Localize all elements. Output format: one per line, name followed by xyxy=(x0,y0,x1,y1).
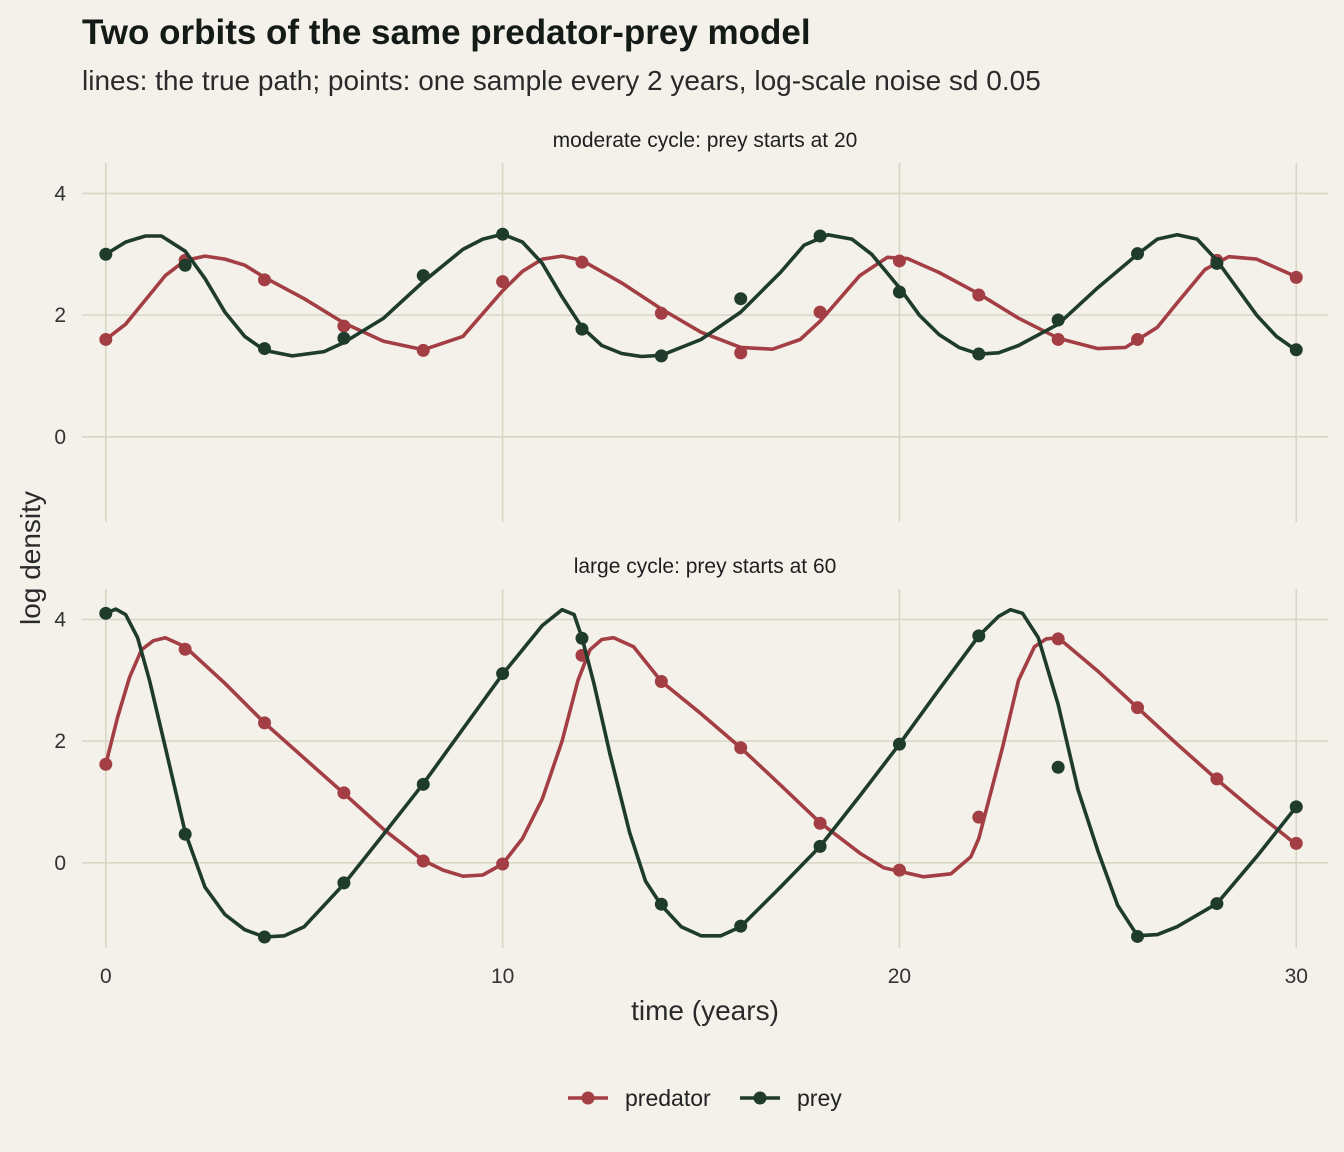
predator-point xyxy=(734,346,748,360)
prey-line xyxy=(104,607,1299,939)
x-tick-label: 10 xyxy=(491,965,514,988)
prey-point xyxy=(1210,897,1224,911)
predator-point xyxy=(416,343,430,357)
prey-point xyxy=(416,777,430,791)
prey-point xyxy=(258,930,272,944)
prey-point xyxy=(1131,929,1145,943)
prey-point xyxy=(972,347,986,361)
predator-point xyxy=(654,306,668,320)
predator-point xyxy=(1289,836,1303,850)
legend-key-point xyxy=(581,1091,595,1105)
prey-point xyxy=(892,285,906,299)
prey-point xyxy=(734,919,748,933)
prey-point xyxy=(654,349,668,363)
legend: predator prey xyxy=(568,1085,842,1111)
predator-point xyxy=(972,288,986,302)
facet-strip-large: large cycle: prey starts at 60 xyxy=(574,555,837,578)
predator-point xyxy=(178,642,192,656)
y-tick-label: 2 xyxy=(54,730,66,753)
prey-point xyxy=(337,331,351,345)
prey-point xyxy=(813,229,827,243)
y-tick-label: 4 xyxy=(54,608,66,631)
predator-point xyxy=(1289,270,1303,284)
predator-point xyxy=(99,332,113,346)
predator-point xyxy=(734,741,748,755)
predator-point xyxy=(99,757,113,771)
prey-point xyxy=(575,631,589,645)
predator-point xyxy=(337,786,351,800)
y-tick-label: 4 xyxy=(54,182,66,205)
y-tick-label: 0 xyxy=(54,426,66,449)
predator-point xyxy=(654,674,668,688)
prey-point xyxy=(258,342,272,356)
prey-point xyxy=(734,292,748,306)
predator-point xyxy=(337,319,351,333)
prey-point xyxy=(654,897,668,911)
panel-large-cycle: 0 2 4 xyxy=(54,589,1328,948)
x-axis-ticks: 0 10 20 30 xyxy=(100,965,1308,988)
predator-point xyxy=(972,810,986,824)
prey-point xyxy=(1289,800,1303,814)
predator-point xyxy=(1131,332,1145,346)
prey-point xyxy=(1051,313,1065,327)
legend-label-predator: predator xyxy=(625,1085,711,1111)
y-tick-label: 2 xyxy=(54,304,66,327)
prey-point xyxy=(813,839,827,853)
predator-point xyxy=(892,254,906,268)
prey-point xyxy=(496,667,510,681)
predator-point xyxy=(496,275,510,289)
predator-point xyxy=(1051,632,1065,646)
y-tick-label: 0 xyxy=(54,852,66,875)
prey-point xyxy=(178,827,192,841)
prey-point xyxy=(337,876,351,890)
prey-point xyxy=(972,629,986,643)
legend-key-point xyxy=(753,1091,767,1105)
predator-point xyxy=(813,816,827,830)
predator-point xyxy=(1051,332,1065,346)
prey-point xyxy=(1131,247,1145,261)
facet-strip-moderate: moderate cycle: prey starts at 20 xyxy=(553,129,858,152)
predator-point xyxy=(258,716,272,730)
predator-point xyxy=(1131,701,1145,715)
prey-point xyxy=(178,258,192,272)
prey-point xyxy=(892,737,906,751)
predator-point xyxy=(892,863,906,877)
predator-point xyxy=(813,305,827,319)
prey-point xyxy=(99,247,113,261)
chart-title: Two orbits of the same predator-prey mod… xyxy=(82,13,811,52)
predator-point xyxy=(1210,772,1224,786)
predator-line xyxy=(104,635,1299,879)
chart-subtitle: lines: the true path; points: one sample… xyxy=(82,65,1041,96)
predator-point xyxy=(496,857,510,871)
legend-label-prey: prey xyxy=(797,1085,842,1111)
prey-point xyxy=(1051,760,1065,774)
prey-line xyxy=(104,232,1299,359)
prey-point xyxy=(416,269,430,283)
prey-point xyxy=(1210,256,1224,270)
prey-point xyxy=(496,227,510,241)
predator-point xyxy=(416,854,430,868)
predator-point xyxy=(575,255,589,269)
x-tick-label: 0 xyxy=(100,965,112,988)
prey-point xyxy=(99,606,113,620)
x-axis-title: time (years) xyxy=(631,995,779,1026)
prey-point xyxy=(1289,343,1303,357)
predator-point xyxy=(258,273,272,287)
panel-moderate-cycle: 0 2 4 xyxy=(54,163,1328,522)
prey-point xyxy=(575,322,589,336)
y-axis-title: log density xyxy=(15,491,46,625)
x-tick-label: 20 xyxy=(888,965,911,988)
x-tick-label: 30 xyxy=(1285,965,1308,988)
